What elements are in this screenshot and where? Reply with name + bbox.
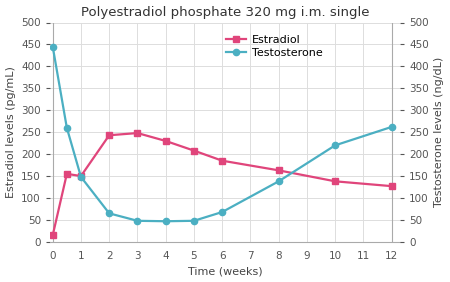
Testosterone xyxy=(191,219,197,222)
Estradiol xyxy=(333,180,338,183)
Testosterone xyxy=(389,125,394,129)
Estradiol xyxy=(135,131,140,135)
Testosterone xyxy=(333,144,338,147)
Testosterone xyxy=(107,212,112,215)
Y-axis label: Testosterone levels (ng/dL): Testosterone levels (ng/dL) xyxy=(434,57,445,207)
Line: Testosterone: Testosterone xyxy=(50,43,395,224)
Estradiol xyxy=(78,174,84,178)
Estradiol xyxy=(50,233,55,237)
Estradiol xyxy=(64,172,70,176)
Y-axis label: Estradiol levels (pg/mL): Estradiol levels (pg/mL) xyxy=(5,66,16,198)
Testosterone xyxy=(220,210,225,214)
Estradiol xyxy=(389,184,394,188)
X-axis label: Time (weeks): Time (weeks) xyxy=(188,266,262,276)
Testosterone xyxy=(135,219,140,222)
Estradiol xyxy=(191,149,197,152)
Testosterone xyxy=(50,45,55,48)
Estradiol xyxy=(107,134,112,137)
Estradiol xyxy=(220,159,225,162)
Legend: Estradiol, Testosterone: Estradiol, Testosterone xyxy=(224,32,324,60)
Testosterone xyxy=(64,126,70,129)
Line: Estradiol: Estradiol xyxy=(50,130,395,238)
Testosterone xyxy=(163,220,168,223)
Estradiol xyxy=(276,169,281,172)
Testosterone xyxy=(78,175,84,179)
Estradiol xyxy=(163,139,168,143)
Title: Polyestradiol phosphate 320 mg i.m. single: Polyestradiol phosphate 320 mg i.m. sing… xyxy=(81,6,369,19)
Testosterone xyxy=(276,180,281,183)
